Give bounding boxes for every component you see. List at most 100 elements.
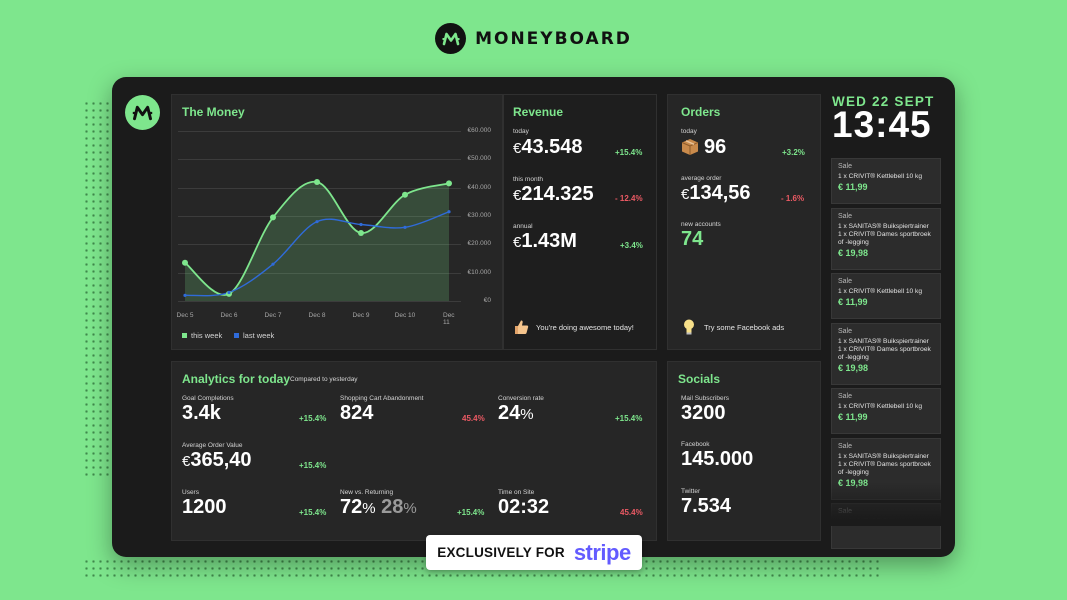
sale-item: of -legging (838, 468, 869, 476)
sale-price: € 19,98 (838, 247, 869, 258)
revenue-today-value: €43.548 (513, 136, 583, 159)
grid-line (178, 301, 461, 302)
facebook-label: Facebook (681, 441, 710, 448)
conversion-number: 24 (498, 402, 521, 424)
grid-line (178, 131, 461, 132)
clock-date: WED 22 SEPT (832, 94, 935, 109)
sale-card[interactable]: Sale 1 x CRIVIT® Kettlebell 10 kg € 11,99 (831, 273, 941, 319)
goal-label: Goal Completions (182, 395, 234, 402)
legend-last-week[interactable]: last week (234, 331, 274, 340)
last-week-swatch (234, 333, 239, 338)
grid-line (178, 272, 461, 274)
money-title: The Money (182, 105, 245, 119)
sale-price: € 11,99 (838, 297, 868, 307)
orders-avg-value: €134,56 (681, 182, 751, 205)
aov-label: Average Order Value (182, 442, 243, 449)
sale-item: 1 x SANITAS® Buikspiertrainer (838, 222, 929, 230)
sale-price: € 11,99 (838, 412, 868, 422)
socials-panel (667, 361, 821, 541)
revenue-annual-amount: 1.43M (521, 230, 577, 252)
chart-y-axis: €60.000 €50.000 €40.000 €30.000 €20.000 €10.0… (461, 124, 492, 324)
brand-header: MONEYBOARD (0, 23, 1067, 54)
time-on-site-value: 02:32 (498, 496, 550, 518)
sale-type: Sale (838, 212, 853, 220)
y-tick-label: €40.000 (467, 183, 492, 191)
sale-card[interactable]: Sale 1 x CRIVIT® Kettlebell 10 kg € 11,99 (831, 388, 941, 434)
y-tick-label: €30.000 (467, 212, 492, 219)
brand-name: MONEYBOARD (475, 28, 632, 49)
this-week-point[interactable] (314, 179, 320, 185)
y-tick-label: €50.000 (467, 155, 492, 163)
dashboard-logo-icon[interactable] (125, 95, 160, 130)
this-week-point[interactable] (402, 191, 408, 198)
sale-price: € 11,99 (838, 182, 868, 192)
orders-avg-currency: € (681, 186, 690, 203)
this-week-swatch (182, 333, 187, 338)
sale-card[interactable]: Sale 1 x CRIVIT® Kettlebell 10 kg € 11,99 (831, 158, 941, 204)
last-week-point[interactable] (227, 290, 231, 295)
sale-item: 1 x CRIVIT® Dames sportbroek (838, 460, 931, 468)
revenue-month-change: - 12.4% (615, 194, 643, 203)
sale-type: Sale (838, 163, 853, 170)
cart-label: Shopping Cart Abandonment (340, 395, 424, 402)
last-week-point[interactable] (447, 210, 451, 214)
sale-type: Sale (838, 278, 853, 285)
y-tick-label: €10.000 (467, 268, 492, 276)
sale-item: of -legging (838, 353, 869, 361)
orders-avg-change: - 1.6% (781, 194, 805, 203)
last-week-point[interactable] (403, 225, 407, 229)
last-week-point[interactable] (315, 220, 319, 224)
aov-value: €365,40 (182, 449, 252, 472)
last-week-point[interactable] (359, 222, 363, 227)
orders-footer: Try some Facebook ads (704, 323, 785, 332)
clock-time: 13:45 (832, 104, 932, 145)
last-week-point[interactable] (271, 262, 275, 266)
sale-type: Sale (838, 327, 853, 335)
this-week-point[interactable] (446, 180, 452, 187)
x-tick-label: Dec 8 (308, 312, 326, 319)
money-chart: €60.000 €50.000 €40.000 €30.000 €20.000 €10.0… (176, 124, 496, 326)
mail-value: 3200 (681, 402, 726, 424)
revenue-today-label: today (513, 128, 529, 135)
revenue-title: Revenue (513, 105, 564, 119)
x-tick-label: Dec 7 (264, 312, 282, 319)
orders-today-change: +3.2% (782, 148, 805, 157)
revenue-footer: You're doing awesome today! (536, 323, 634, 332)
aov-change: +15.4% (299, 461, 327, 470)
revenue-today-amount: 43.548 (521, 136, 583, 158)
x-tick-label: Dec 6 (220, 312, 238, 319)
analytics-title: Analytics for today (182, 372, 291, 386)
sale-card[interactable]: Sale 1 x SANITAS® Buikspiertrainer 1 x CRI… (831, 207, 941, 270)
revenue-annual-value: €1.43M (513, 230, 577, 253)
this-week-point[interactable] (270, 214, 276, 221)
analytics-subtitle: Compared to yesterday (290, 376, 358, 383)
y-tick-label: €20.000 (467, 240, 492, 248)
revenue-today-currency: € (513, 140, 522, 157)
grid-line (178, 159, 461, 161)
new-percent: 72 (340, 496, 363, 518)
analytics-panel (171, 361, 657, 541)
legend-this-week[interactable]: this week (182, 331, 222, 340)
y-tick-label: €60.000 (467, 127, 492, 134)
sale-card[interactable]: Sale 1 x SANITAS® Buikspiertrainer 1 x CRI… (831, 322, 941, 385)
this-week-point[interactable] (182, 259, 188, 266)
grid-line (178, 216, 461, 217)
sale-item: 1 x CRIVIT® Kettlebell 10 kg (838, 173, 923, 180)
cart-value: 824 (340, 402, 374, 424)
sale-type: Sale (838, 442, 853, 450)
new-percent-unit: % (362, 500, 376, 517)
orders-accounts-value: 74 (681, 228, 704, 250)
last-week-point[interactable] (183, 293, 187, 297)
sale-item: 1 x CRIVIT® Dames sportbroek (838, 230, 931, 238)
stripe-badge[interactable]: EXCLUSIVELY FOR stripe (426, 535, 642, 570)
this-week-point[interactable] (358, 230, 364, 236)
stripe-logo: stripe (573, 539, 631, 565)
x-tick-label: Dec 5 (176, 312, 194, 319)
orders-today-label: today (681, 128, 697, 135)
money-panel (171, 94, 503, 350)
twitter-label: Twitter (681, 488, 701, 495)
orders-panel (667, 94, 821, 350)
returning-percent-unit: % (403, 500, 417, 517)
new-returning-value: 72% 28% (340, 496, 417, 519)
socials-title: Socials (678, 372, 721, 386)
